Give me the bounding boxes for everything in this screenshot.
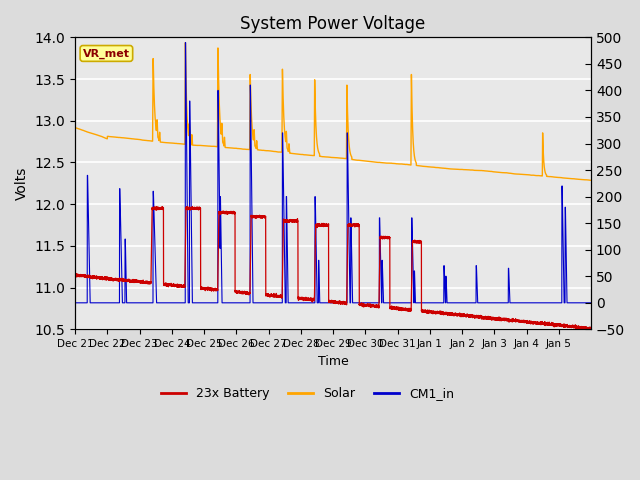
Y-axis label: Volts: Volts <box>15 167 29 200</box>
Legend: 23x Battery, Solar, CM1_in: 23x Battery, Solar, CM1_in <box>156 382 459 405</box>
Bar <box>75 163 591 204</box>
Bar <box>75 204 591 246</box>
Text: VR_met: VR_met <box>83 48 130 59</box>
Title: System Power Voltage: System Power Voltage <box>241 15 426 33</box>
Bar <box>75 37 591 79</box>
Bar <box>75 288 591 329</box>
Bar <box>75 246 591 288</box>
X-axis label: Time: Time <box>317 355 348 368</box>
Bar <box>75 79 591 121</box>
Bar <box>75 121 591 163</box>
